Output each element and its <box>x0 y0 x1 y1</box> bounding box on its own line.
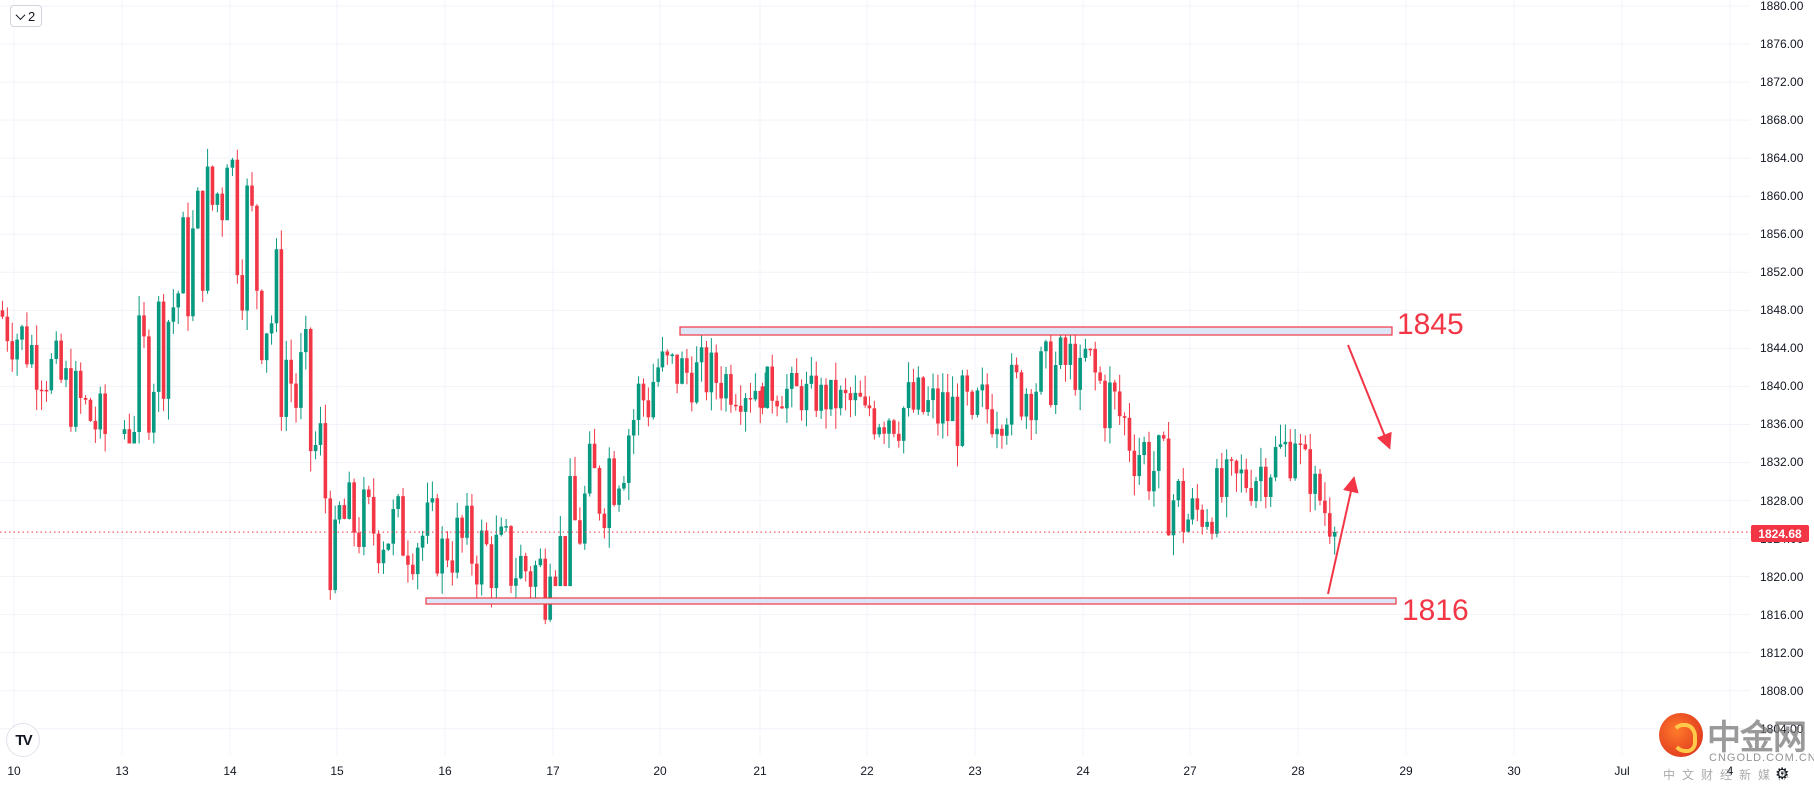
price-tick: 1844.00 <box>1760 341 1804 356</box>
price-tick: 1864.00 <box>1760 151 1804 166</box>
time-tick: 23 <box>968 764 982 778</box>
tradingview-logo[interactable]: TV <box>6 723 40 757</box>
time-tick: 10 <box>7 764 21 778</box>
time-tick: 16 <box>438 764 452 778</box>
time-tick: 13 <box>115 764 129 778</box>
last-price-badge: 1824.68 <box>1751 525 1809 542</box>
time-tick: 28 <box>1291 764 1305 778</box>
price-tick: 1848.00 <box>1760 303 1804 318</box>
collapse-toolbar-button[interactable]: 2 <box>10 5 43 27</box>
gear-icon[interactable]: ⚙ <box>1775 766 1790 783</box>
price-tick: 1856.00 <box>1760 227 1804 242</box>
price-tick: 1804.00 <box>1760 721 1804 736</box>
price-tick: 1880.00 <box>1760 0 1804 13</box>
time-tick: 4 <box>1726 764 1734 778</box>
price-tick: 1832.00 <box>1760 455 1804 470</box>
watermark-brand: 中金网 <box>1707 719 1807 757</box>
time-tick: 21 <box>753 764 767 778</box>
price-tick: 1820.00 <box>1760 569 1804 584</box>
time-tick: 22 <box>860 764 874 778</box>
price-tick: 1868.00 <box>1760 113 1804 128</box>
time-tick: Jul <box>1614 764 1630 778</box>
price-tick: 1816.00 <box>1760 607 1804 622</box>
cngold-logo-icon <box>1659 713 1703 757</box>
chevron-down-icon <box>15 9 26 20</box>
arrow-down[interactable] <box>1347 344 1392 450</box>
price-tick: 1836.00 <box>1760 417 1804 432</box>
support-zone[interactable] <box>425 597 1397 605</box>
price-tick: 1812.00 <box>1760 645 1804 660</box>
support-label: 1816 <box>1402 594 1469 627</box>
price-tick: 1840.00 <box>1760 379 1804 394</box>
watermark-slogan: 中文财经新媒体 <box>1663 768 1797 782</box>
interval-count: 2 <box>28 8 36 24</box>
time-tick: 20 <box>653 764 667 778</box>
price-tick: 1860.00 <box>1760 189 1804 204</box>
price-tick: 1808.00 <box>1760 683 1804 698</box>
arrow-up[interactable] <box>1327 476 1359 595</box>
time-tick: 29 <box>1399 764 1413 778</box>
time-tick: 17 <box>546 764 560 778</box>
price-tick: 1876.00 <box>1760 37 1804 52</box>
time-tick: 14 <box>223 764 237 778</box>
cngold-watermark: 中金网 CNGOLD.COM.CN 中文财经新媒体 <box>1655 710 1814 785</box>
price-tick: 1852.00 <box>1760 265 1804 280</box>
price-tick: 1828.00 <box>1760 493 1804 508</box>
price-tick: 1872.00 <box>1760 75 1804 90</box>
time-tick: 27 <box>1183 764 1197 778</box>
time-tick: 30 <box>1507 764 1521 778</box>
resistance-label: 1845 <box>1397 308 1464 341</box>
resistance-zone[interactable] <box>679 326 1393 336</box>
time-tick: 15 <box>330 764 344 778</box>
watermark-url: CNGOLD.COM.CN <box>1709 752 1814 764</box>
time-tick: 24 <box>1076 764 1090 778</box>
